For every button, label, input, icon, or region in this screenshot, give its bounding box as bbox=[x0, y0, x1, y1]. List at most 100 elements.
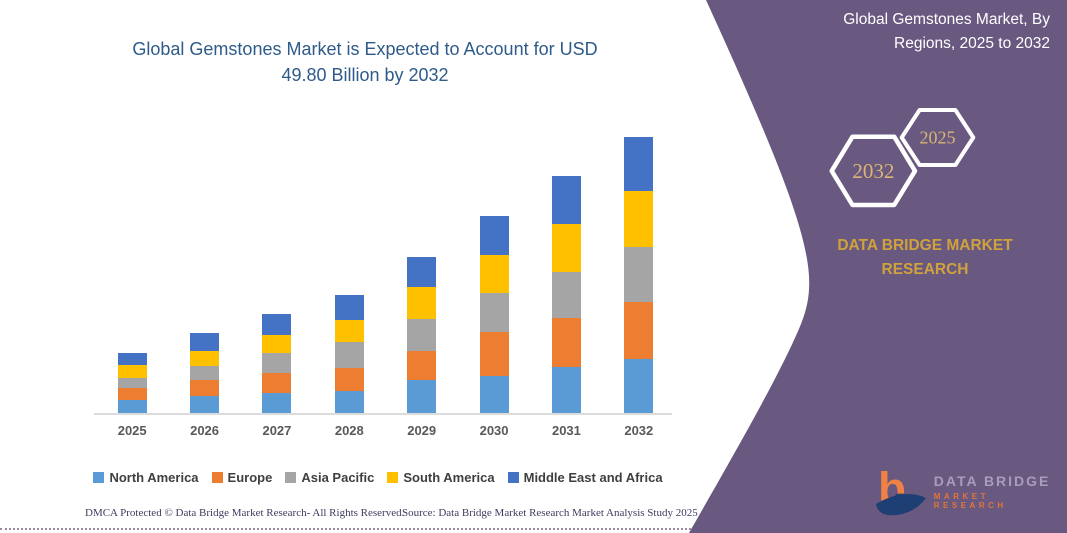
bar-column-2029 bbox=[386, 136, 458, 413]
hexagon-2032-label: 2032 bbox=[852, 159, 894, 183]
legend-item-south-america: South America bbox=[387, 470, 495, 485]
logo-line2: MARKET RESEARCH bbox=[933, 491, 1007, 510]
panel-title-line1: Global Gemstones Market, By bbox=[843, 11, 1050, 28]
bar-2028 bbox=[334, 295, 364, 413]
bar-column-2026 bbox=[168, 136, 240, 413]
legend-item-middle-east-and-africa: Middle East and Africa bbox=[507, 470, 663, 485]
bottom-dotted-rule bbox=[0, 528, 1067, 530]
chart-title-line1: Global Gemstones Market is Expected to A… bbox=[132, 39, 598, 59]
bar-segment-2029-europe bbox=[407, 350, 437, 380]
brand-line1: DATA BRIDGE MARKET bbox=[837, 237, 1013, 254]
bar-segment-2025-middle-east-and-africa bbox=[117, 353, 147, 366]
x-tick-label-2025: 2025 bbox=[117, 423, 147, 438]
bar-segment-2030-europe bbox=[479, 331, 509, 376]
source-note: Source: Data Bridge Market Research Mark… bbox=[402, 507, 698, 519]
bar-segment-2028-south-america bbox=[334, 319, 364, 342]
plot-area bbox=[96, 136, 675, 413]
legend-marker bbox=[93, 472, 105, 483]
legend-marker bbox=[387, 472, 399, 483]
forecast-hexagons: 2032 2025 bbox=[829, 108, 976, 208]
bar-segment-2029-north-america bbox=[407, 379, 437, 413]
bar-2031 bbox=[551, 175, 581, 413]
dmca-notice: DMCA Protected © Data Bridge Market Rese… bbox=[85, 507, 405, 519]
bar-segment-2029-middle-east-and-africa bbox=[407, 256, 437, 287]
x-tick-label-2030: 2030 bbox=[479, 423, 509, 438]
bar-segment-2031-south-america bbox=[551, 223, 581, 272]
bar-segment-2028-middle-east-and-africa bbox=[334, 295, 364, 320]
bar-segment-2027-north-america bbox=[262, 393, 292, 413]
bar-segment-2026-asia-pacific bbox=[190, 366, 220, 381]
legend-label: North America bbox=[109, 470, 199, 485]
bar-segment-2032-north-america bbox=[624, 358, 654, 413]
bar-segment-2030-asia-pacific bbox=[479, 293, 509, 332]
bar-segment-2029-asia-pacific bbox=[407, 318, 437, 351]
bar-segment-2026-south-america bbox=[190, 351, 220, 367]
bar-segment-2031-asia-pacific bbox=[551, 271, 581, 319]
bar-segment-2027-middle-east-and-africa bbox=[262, 313, 292, 335]
chart-title: Global Gemstones Market is Expected to A… bbox=[90, 36, 640, 88]
bar-segment-2032-middle-east-and-africa bbox=[624, 137, 654, 192]
x-tick-label-2031: 2031 bbox=[551, 423, 581, 438]
legend-item-north-america: North America bbox=[93, 470, 199, 485]
bar-column-2028 bbox=[313, 136, 385, 413]
bar-column-2025 bbox=[96, 136, 168, 413]
panel-title-line2: Regions, 2025 to 2032 bbox=[894, 35, 1050, 53]
bar-segment-2030-south-america bbox=[479, 255, 509, 294]
dbmr-logo: b DATA BRIDGE MARKET RESEARCH bbox=[874, 464, 1067, 518]
bar-segment-2029-south-america bbox=[407, 286, 437, 319]
bar-segment-2031-europe bbox=[551, 318, 581, 367]
logo-line1: DATA BRIDGE bbox=[933, 472, 1051, 489]
dbmr-logo-text: DATA BRIDGE MARKET RESEARCH bbox=[934, 473, 1067, 510]
legend-item-asia-pacific: Asia Pacific bbox=[285, 470, 374, 485]
bar-segment-2025-south-america bbox=[117, 365, 147, 379]
bar-segment-2028-asia-pacific bbox=[334, 341, 364, 369]
bar-segment-2030-north-america bbox=[479, 375, 509, 413]
bar-column-2031 bbox=[530, 136, 602, 413]
bar-segment-2030-middle-east-and-africa bbox=[479, 215, 509, 256]
x-axis-labels: 2025 2026 2027 2028 2029 2030 2031 2032 bbox=[96, 423, 675, 438]
bar-segment-2031-middle-east-and-africa bbox=[551, 175, 581, 224]
legend-marker bbox=[507, 472, 519, 483]
bar-2030 bbox=[479, 215, 509, 413]
bar-segment-2026-middle-east-and-africa bbox=[190, 333, 220, 352]
bar-segment-2032-asia-pacific bbox=[624, 246, 654, 303]
x-tick-label-2027: 2027 bbox=[262, 423, 292, 438]
bar-column-2027 bbox=[241, 136, 313, 413]
bar-2026 bbox=[190, 333, 220, 413]
bar-segment-2032-europe bbox=[624, 302, 654, 359]
bar-column-2030 bbox=[458, 136, 530, 413]
hexagon-2025 bbox=[899, 108, 976, 167]
hexagon-2032 bbox=[829, 134, 918, 208]
legend-marker bbox=[285, 472, 297, 483]
bar-segment-2027-europe bbox=[262, 373, 292, 393]
dbmr-logo-icon: b bbox=[875, 464, 926, 516]
bar-column-2032 bbox=[603, 136, 675, 413]
bar-2029 bbox=[407, 256, 437, 413]
bar-segment-2026-europe bbox=[190, 380, 220, 397]
bar-segment-2027-asia-pacific bbox=[262, 353, 292, 373]
bar-segment-2026-north-america bbox=[190, 396, 220, 413]
x-axis-line bbox=[94, 413, 672, 415]
bar-segment-2025-europe bbox=[117, 388, 147, 400]
x-tick-label-2029: 2029 bbox=[407, 423, 437, 438]
brand-name: DATA BRIDGE MARKET RESEARCH bbox=[800, 234, 1050, 282]
bar-segment-2028-north-america bbox=[334, 391, 364, 413]
brand-line2: RESEARCH bbox=[881, 261, 969, 279]
legend-label: South America bbox=[403, 470, 495, 485]
legend-label: Asia Pacific bbox=[301, 470, 375, 485]
bar-segment-2025-north-america bbox=[117, 399, 147, 413]
bar-segment-2032-south-america bbox=[624, 191, 654, 247]
bar-segment-2028-europe bbox=[334, 368, 364, 392]
bar-2032 bbox=[624, 137, 654, 413]
legend-marker bbox=[211, 472, 223, 483]
x-tick-label-2032: 2032 bbox=[624, 423, 654, 438]
bar-segment-2027-south-america bbox=[262, 334, 292, 353]
hexagon-2025-label: 2025 bbox=[920, 128, 956, 148]
bar-segment-2031-north-america bbox=[551, 367, 581, 413]
bar-segment-2025-asia-pacific bbox=[117, 378, 147, 389]
bar-2027 bbox=[262, 313, 292, 413]
legend-label: Europe bbox=[227, 470, 273, 485]
legend-label: Middle East and Africa bbox=[523, 470, 663, 485]
legend-item-europe: Europe bbox=[211, 470, 273, 485]
